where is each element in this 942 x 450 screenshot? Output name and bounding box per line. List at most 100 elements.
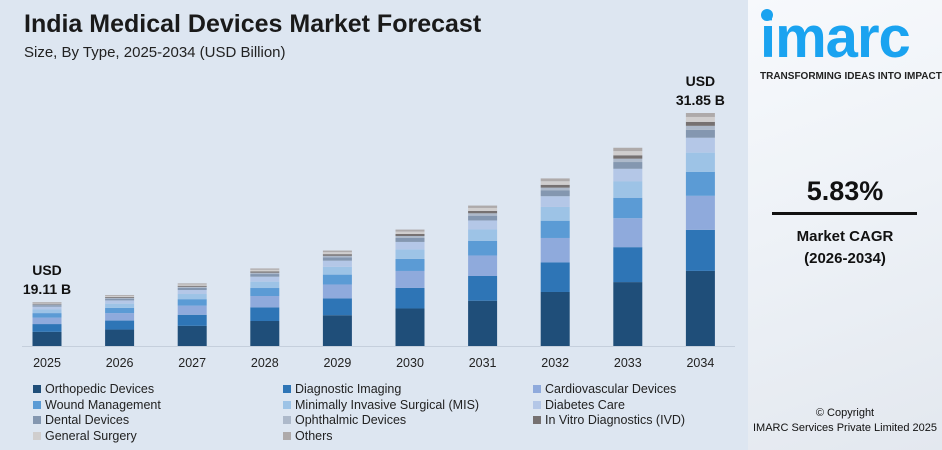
bar-segment: In Vitro Diagnostics (IVD) 2033: 0.51 — [613, 155, 643, 159]
bar-segment: Diabetes Care 2028: 1.45 — [250, 276, 280, 282]
legend-swatch — [283, 400, 291, 409]
bar-segment: Orthopedic Devices 2031: 8.65 — [468, 300, 498, 346]
bar-segment: Wound Management 2033: 3.10 — [613, 197, 643, 219]
bar-segment: Wound Management 2027: 2.20 — [177, 299, 207, 306]
bar-segment: General Surgery 2034: 0.67 — [685, 116, 715, 122]
bar-segment: Diagnostic Imaging 2031: 4.73 — [468, 275, 498, 301]
bar-segment: Minimally Invasive Surgical (MIS) 2034: … — [685, 152, 715, 172]
bar-segment: Orthopedic Devices 2033: 9.68 — [613, 282, 643, 346]
bar-segment: General Surgery 2026: 0.42 — [105, 295, 135, 297]
legend-item: Wound Management — [33, 398, 283, 413]
legend-item: Orthopedic Devices — [33, 382, 283, 397]
legend-label: Others — [295, 428, 333, 443]
legend-swatch — [33, 431, 41, 440]
bar-segment: Orthopedic Devices 2028: 7.29 — [250, 321, 280, 346]
bar-segment: Orthopedic Devices 2029: 7.72 — [322, 315, 352, 346]
bar-segment: In Vitro Diagnostics (IVD) 2030: 0.43 — [395, 234, 425, 236]
bar-segment: Cardiovascular Devices 2032: 4.15 — [540, 237, 570, 263]
x-tick-label: 2029 — [323, 356, 351, 370]
bar-segment: General Surgery 2031: 0.56 — [468, 207, 498, 211]
bar-segment: Orthopedic Devices 2034: 10.26 — [685, 270, 715, 346]
bar-segment: Ophthalmic Devices 2031: 0.46 — [468, 213, 498, 216]
bar-segment: Cardiovascular Devices 2031: 3.92 — [468, 255, 498, 276]
bar-segment: General Surgery 2025: 0.40 — [32, 302, 62, 304]
cagr-label: Market CAGR (2026-2034) — [748, 226, 942, 270]
bar-segment: Cardiovascular Devices 2033: 4.39 — [613, 218, 643, 248]
bar-segment: General Surgery 2033: 0.63 — [613, 151, 643, 156]
x-tick-label: 2031 — [469, 356, 497, 370]
x-tick-label: 2028 — [251, 356, 279, 370]
bar-segment: Minimally Invasive Surgical (MIS) 2031: … — [468, 229, 498, 241]
bar-segment: Diabetes Care 2031: 1.72 — [468, 220, 498, 230]
bar-segment: Others 2034: 0.54 — [685, 113, 715, 117]
bar-segment: Others 2033: 0.51 — [613, 147, 643, 152]
imarc-logo: imarc — [760, 5, 911, 70]
bar-segment: Ophthalmic Devices 2027: 0.36 — [177, 286, 207, 288]
bar-segment: Diabetes Care 2030: 1.62 — [395, 241, 425, 250]
x-tick-label: 2032 — [541, 356, 569, 370]
bar-segment: Others 2031: 0.46 — [468, 205, 498, 208]
cagr-label-text: Market CAGR — [796, 228, 894, 245]
legend: Orthopedic Devices Diagnostic Imaging Card… — [33, 382, 753, 443]
bar-segment: Diabetes Care 2033: 1.92 — [613, 168, 643, 182]
bar-segment: Ophthalmic Devices 2028: 0.39 — [250, 272, 280, 275]
x-tick-label: 2034 — [686, 356, 714, 370]
bar-segment: In Vitro Diagnostics (IVD) 2031: 0.46 — [468, 210, 498, 214]
legend-label: Diagnostic Imaging — [295, 382, 402, 397]
bar-segment: Cardiovascular Devices 2028: 3.31 — [250, 296, 280, 308]
bar-segment: Others 2027: 0.36 — [177, 283, 207, 285]
bar-segment: Ophthalmic Devices 2025: 0.32 — [32, 304, 62, 306]
bar-segment: Ophthalmic Devices 2032: 0.48 — [540, 187, 570, 191]
legend-label: Minimally Invasive Surgical (MIS) — [295, 397, 480, 412]
copyright-text: © Copyright — [815, 407, 875, 419]
bar-segment: Minimally Invasive Surgical (MIS) 2026: … — [105, 303, 135, 308]
bar-segment: In Vitro Diagnostics (IVD) 2025: 0.32 — [32, 303, 62, 305]
bar-segment: Wound Management 2030: 2.61 — [395, 258, 425, 271]
bar-segment: Wound Management 2029: 2.47 — [322, 274, 352, 285]
bar-segment: Diagnostic Imaging 2033: 5.29 — [613, 247, 643, 283]
cagr-period: (2026-2034) — [804, 250, 886, 267]
bar-segment: Diagnostic Imaging 2032: 5.00 — [540, 262, 570, 292]
bar-segment: General Surgery 2030: 0.53 — [395, 231, 425, 235]
bar-segment: Orthopedic Devices 2025: 6.15 — [32, 331, 62, 346]
legend-swatch — [33, 385, 41, 394]
bar-segment: General Surgery 2029: 0.50 — [322, 252, 352, 255]
bar-segment: Diagnostic Imaging 2028: 3.99 — [250, 307, 280, 322]
value-annotation: 31.85 B — [676, 92, 725, 108]
legend-swatch — [33, 400, 41, 409]
legend-label: General Surgery — [45, 428, 137, 443]
legend-label: Diabetes Care — [545, 397, 625, 412]
x-tick-label: 2033 — [614, 356, 642, 370]
bar-segment: Minimally Invasive Surgical (MIS) 2029: … — [322, 266, 352, 275]
legend-item: Cardiovascular Devices — [533, 382, 753, 397]
bar-segment: Diagnostic Imaging 2025: 3.36 — [32, 324, 62, 332]
logo-tagline: TRANSFORMING IDEAS INTO IMPACT — [760, 71, 942, 82]
legend-item: Diagnostic Imaging — [283, 382, 533, 397]
bar-segment: Dental Devices 2032: 0.97 — [540, 190, 570, 197]
legend-item: Others — [283, 429, 533, 444]
bar-segment: Others 2030: 0.43 — [395, 229, 425, 232]
bar-segment: Diabetes Care 2034: 2.04 — [685, 137, 715, 153]
bar-segment: Dental Devices 2027: 0.73 — [177, 287, 207, 291]
x-tick-label: 2027 — [178, 356, 206, 370]
bar-segment: Dental Devices 2025: 0.65 — [32, 305, 62, 307]
legend-label: Cardiovascular Devices — [545, 382, 677, 397]
x-tick-label: 2025 — [33, 356, 61, 370]
legend-label: Ophthalmic Devices — [295, 413, 407, 428]
logo-dot-icon — [761, 9, 773, 21]
legend-swatch — [533, 416, 541, 425]
bar-segment: Cardiovascular Devices 2030: 3.70 — [395, 270, 425, 288]
bar-segment: Diagnostic Imaging 2030: 4.47 — [395, 287, 425, 309]
legend-swatch — [33, 416, 41, 425]
bar-segment: Dental Devices 2028: 0.77 — [250, 274, 280, 277]
bar-segment: Cardiovascular Devices 2027: 3.12 — [177, 305, 207, 315]
bar-segment: Cardiovascular Devices 2025: 2.79 — [32, 317, 62, 325]
bar-segment: Dental Devices 2030: 0.86 — [395, 237, 425, 242]
bar-segment: Ophthalmic Devices 2033: 0.51 — [613, 158, 643, 163]
bar-segment: Others 2025: 0.32 — [32, 302, 62, 303]
bar-segment: Dental Devices 2026: 0.69 — [105, 298, 135, 301]
legend-swatch — [283, 385, 291, 394]
bar-segment: In Vitro Diagnostics (IVD) 2026: 0.34 — [105, 296, 135, 298]
bar-segment: Minimally Invasive Surgical (MIS) 2027: … — [177, 294, 207, 300]
bar-segment: General Surgery 2027: 0.45 — [177, 284, 207, 286]
